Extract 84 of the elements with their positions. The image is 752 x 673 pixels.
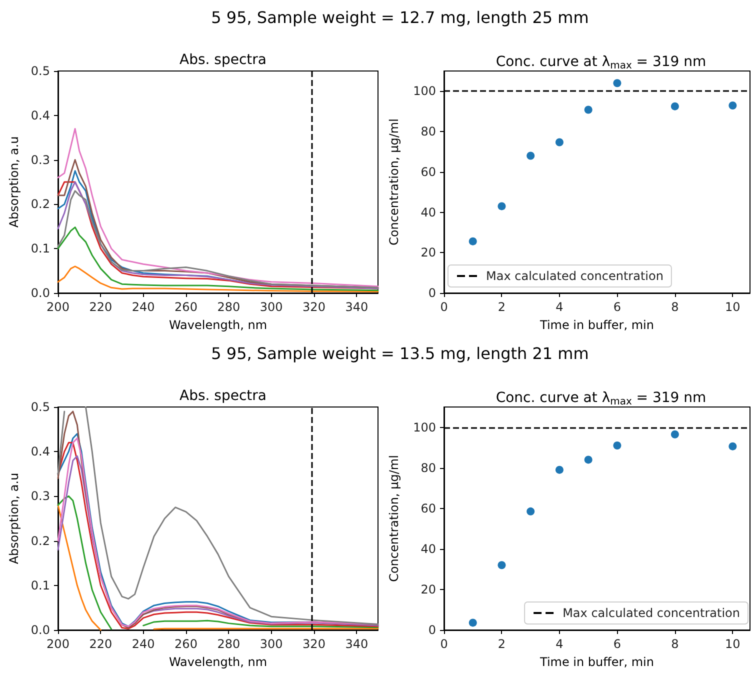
chart-title: Abs. spectra	[180, 52, 266, 68]
x-tick-label: 320	[302, 300, 326, 314]
line-series	[57, 128, 379, 288]
point	[468, 618, 477, 627]
y-axis-title: Absorption, a.u	[7, 136, 21, 228]
point	[613, 442, 622, 450]
y-tick-label: 20	[420, 246, 436, 260]
point	[555, 138, 564, 146]
point	[498, 202, 506, 210]
x-tick-label: 10	[725, 300, 740, 314]
y-tick-label: 0	[428, 286, 436, 300]
x-tick-label: 8	[671, 637, 679, 651]
x-tick-label: 2	[498, 637, 506, 651]
x-tick-label: 6	[613, 300, 622, 314]
y-tick-label: 0.0	[30, 623, 50, 637]
x-tick-label: 4	[556, 300, 564, 314]
x-tick-label: 10	[725, 637, 740, 651]
y-tick-label: 0.2	[30, 197, 50, 212]
x-tick-label: 300	[260, 637, 283, 651]
point	[728, 102, 737, 110]
x-tick-label: 200	[46, 637, 70, 651]
y-axis-title: Absorption, a.u	[7, 472, 21, 564]
y-tick-label: 100	[413, 420, 436, 434]
y-tick-label: 0.1	[30, 242, 50, 256]
y-tick-label: 40	[420, 205, 436, 220]
point	[584, 106, 592, 114]
x-tick-label: 260	[174, 300, 198, 314]
x-tick-label: 0	[440, 300, 448, 314]
y-tick-label: 0.3	[30, 152, 50, 167]
point	[498, 561, 506, 570]
x-tick-label: 220	[89, 637, 112, 651]
legend-label: Max calculated concentration	[562, 606, 740, 620]
x-axis-title: Time in buffer, min	[539, 318, 654, 332]
y-tick-label: 0.1	[30, 578, 50, 592]
y-tick-label: 80	[420, 124, 436, 139]
y-tick-label: 0.5	[30, 400, 50, 414]
x-tick-label: 2	[498, 300, 506, 314]
x-tick-label: 220	[89, 300, 112, 314]
point	[613, 79, 622, 88]
x-tick-label: 0	[440, 637, 448, 651]
x-tick-label: 340	[345, 637, 368, 651]
point	[526, 507, 535, 516]
y-tick-label: 80	[420, 460, 436, 475]
x-tick-label: 300	[260, 300, 283, 314]
x-axis-title: Time in buffer, min	[539, 655, 654, 669]
point	[526, 152, 535, 160]
y-tick-label: 0.5	[30, 64, 50, 78]
y-tick-label: 0.4	[30, 444, 50, 459]
x-axis-title: Wavelength, nm	[168, 318, 268, 332]
x-tick-label: 340	[345, 300, 368, 314]
y-tick-label: 20	[420, 582, 436, 596]
x-tick-label: 6	[613, 637, 622, 651]
x-tick-label: 280	[217, 300, 240, 314]
x-tick-label: 240	[132, 300, 155, 314]
x-tick-label: 200	[46, 300, 70, 314]
y-axis-title: Concentration, μg/ml	[387, 455, 401, 582]
point	[468, 237, 477, 246]
y-tick-label: 0.4	[30, 108, 50, 122]
y-tick-label: 0.3	[30, 489, 50, 504]
x-tick-label: 240	[132, 637, 155, 651]
y-tick-label: 60	[420, 501, 436, 516]
point	[555, 466, 564, 474]
legend-label: Max calculated concentration	[486, 269, 664, 283]
y-axis-title: Concentration, μg/ml	[387, 118, 401, 246]
y-tick-label: 0.0	[30, 286, 50, 300]
x-tick-label: 4	[556, 637, 564, 651]
point	[728, 442, 737, 450]
point	[670, 102, 679, 110]
x-tick-label: 260	[174, 637, 198, 651]
y-tick-label: 100	[413, 84, 436, 98]
point	[670, 430, 679, 438]
y-tick-label: 0.2	[30, 534, 50, 548]
line-series	[57, 226, 379, 292]
text: 5 95, Sample weight = 12.7 mg, length 25 mm	[210, 8, 590, 27]
x-tick-label: 280	[217, 637, 240, 651]
x-axis-title: Wavelength, nm	[168, 655, 268, 669]
y-tick-label: 0	[428, 623, 436, 637]
x-tick-label: 320	[302, 637, 326, 651]
point	[584, 456, 592, 464]
y-tick-label: 60	[420, 164, 436, 179]
chart-title: Abs. spectra	[180, 388, 266, 404]
x-tick-label: 8	[671, 300, 679, 314]
text: 5 95, Sample weight = 13.5 mg, length 21 mm	[210, 344, 590, 363]
y-tick-label: 40	[420, 542, 436, 556]
